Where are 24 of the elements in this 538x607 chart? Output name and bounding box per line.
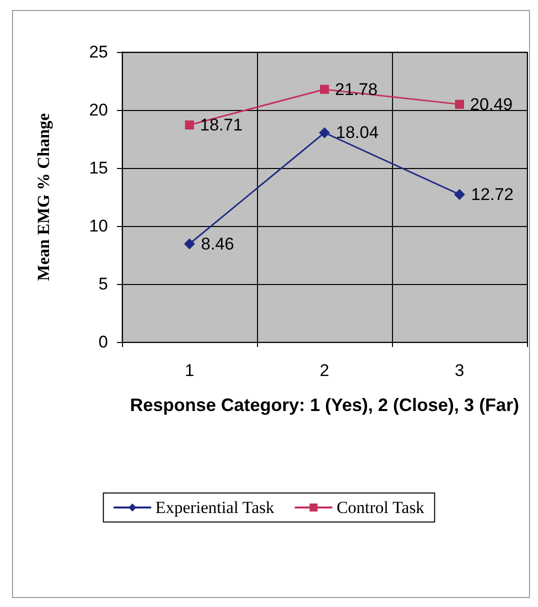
point — [185, 120, 194, 130]
x-tick-label: 1 — [184, 361, 194, 380]
point — [455, 100, 464, 109]
y-tick-label: 5 — [98, 274, 108, 294]
data-label: 18.71 — [200, 115, 243, 134]
point — [319, 127, 330, 138]
data-label: 18.04 — [336, 123, 379, 142]
legend-label: Control Task — [336, 498, 425, 517]
y-tick-label: 25 — [89, 42, 108, 62]
data-label: 12.72 — [471, 184, 514, 204]
data-label: 8.46 — [201, 234, 234, 254]
point — [320, 84, 329, 94]
legend-label: Experiential Task — [155, 498, 275, 517]
point — [454, 188, 465, 200]
y-tick-label: 15 — [89, 158, 108, 178]
point — [184, 238, 195, 250]
x-axis-title: Response Category: 1 (Yes), 2 (Close), 3 (Far) — [130, 395, 520, 415]
x-tick-label: 2 — [320, 361, 330, 380]
y-tick-label: 20 — [89, 100, 108, 120]
data-label: 20.49 — [470, 94, 513, 114]
y-axis-title: Mean EMG % Change — [34, 112, 53, 281]
y-tick-label: 10 — [89, 216, 108, 236]
y-tick-label: 0 — [98, 332, 108, 352]
x-tick-label: 3 — [454, 361, 464, 380]
